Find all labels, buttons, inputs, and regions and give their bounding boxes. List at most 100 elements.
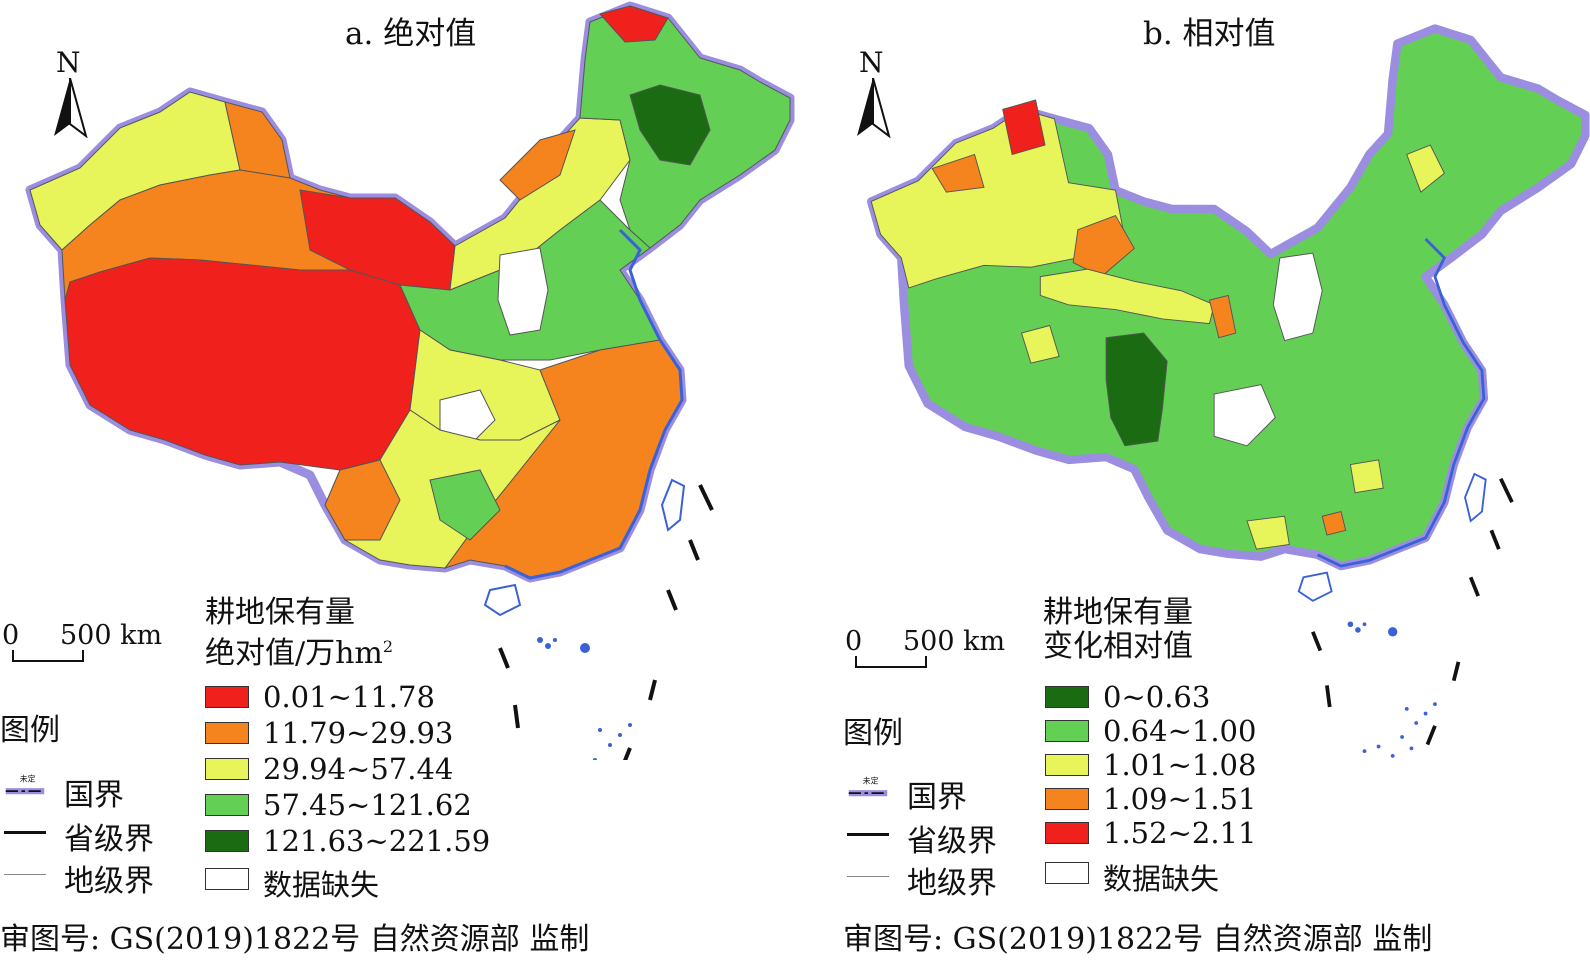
region-shanxi-missing bbox=[1272, 252, 1323, 342]
class-label: 57.45~121.62 bbox=[263, 788, 472, 822]
legend-province-boundary: 省级界 bbox=[843, 816, 1043, 859]
map-approval-note: 审图号: GS(2019)1822号 自然资源部 监制 bbox=[843, 922, 1433, 957]
prefecture-boundary-label: 地级界 bbox=[64, 864, 154, 899]
class-label: 11.79~29.93 bbox=[263, 716, 454, 750]
class-label: 121.63~221.59 bbox=[263, 824, 491, 858]
class-legend-title-line2: 变化相对值 bbox=[1043, 629, 1193, 664]
class-swatch bbox=[1045, 788, 1089, 810]
class-label: 0~0.63 bbox=[1103, 680, 1211, 714]
region-hulunbuir bbox=[499, 129, 576, 201]
panel-title: a. 绝对值 bbox=[345, 16, 477, 52]
province-line-symbol bbox=[847, 833, 889, 836]
legend-national-boundary: 未定 国界 bbox=[843, 772, 1043, 815]
prefecture-line-symbol bbox=[847, 876, 889, 877]
region-yunnan-orange bbox=[324, 459, 401, 541]
legend-heading: 图例 bbox=[843, 716, 903, 751]
region-gansu-orange bbox=[1072, 214, 1135, 278]
region-tibet bbox=[64, 257, 421, 471]
region-chongqing-missing bbox=[1213, 384, 1276, 447]
class-legend-title-line2: 绝对值/万hm2 bbox=[205, 630, 393, 671]
scale-distance: 500 km bbox=[60, 620, 163, 651]
scale-zero: 0 bbox=[2, 620, 20, 651]
south-sea-dashline bbox=[498, 484, 714, 760]
class-legend-title-line1: 耕地保有量 bbox=[205, 595, 355, 630]
north-arrow: N bbox=[853, 46, 893, 138]
south-sea-islands bbox=[537, 637, 632, 760]
coastline bbox=[504, 228, 684, 580]
class-swatch bbox=[1045, 754, 1089, 776]
class-label: 1.01~1.08 bbox=[1103, 748, 1257, 782]
prefecture-line-symbol bbox=[4, 874, 46, 875]
north-label: N bbox=[56, 46, 81, 79]
national-boundary-label: 国界 bbox=[64, 778, 124, 813]
class-legend-title: 耕地保有量 绝对值/万hm2 bbox=[205, 596, 393, 671]
legend-prefecture-boundary: 地级界 bbox=[0, 856, 200, 899]
scale-line bbox=[855, 656, 927, 668]
undetermined-tag: 未定 bbox=[863, 776, 879, 786]
class-label: 0.64~1.00 bbox=[1103, 714, 1257, 748]
panel-absolute: a. 绝对值 N 0 500 km 图例 未定 国界 省级界 地级界 耕地保有量… bbox=[0, 1, 795, 957]
region-guangdong-orange bbox=[1321, 510, 1347, 536]
map-approval-note: 审图号: GS(2019)1822号 自然资源部 监制 bbox=[0, 922, 590, 957]
china-map-absolute bbox=[25, 1, 795, 760]
national-boundary-symbol: 未定 bbox=[848, 776, 888, 797]
taiwan bbox=[1464, 472, 1487, 523]
scale-bar: 0 500 km bbox=[0, 620, 170, 670]
hainan bbox=[483, 583, 522, 617]
province-boundary-label: 省级界 bbox=[64, 822, 154, 857]
china-map-relative bbox=[866, 24, 1590, 758]
national-boundary-label: 国界 bbox=[907, 780, 967, 815]
province-line-symbol bbox=[4, 831, 46, 834]
class-label: 数据缺失 bbox=[263, 868, 380, 902]
class-legend-title-superscript: 2 bbox=[382, 637, 394, 656]
class-legend-title-line2-text: 绝对值/万hm bbox=[205, 636, 383, 671]
taiwan bbox=[660, 478, 686, 532]
region-shaanxi-orange bbox=[1208, 294, 1237, 339]
class-label: 29.94~57.44 bbox=[263, 752, 454, 786]
coastline bbox=[1316, 238, 1486, 568]
class-swatch bbox=[205, 830, 249, 852]
class-label: 1.52~2.11 bbox=[1103, 816, 1257, 850]
region-sichuan-dark bbox=[1105, 332, 1168, 447]
class-label: 数据缺失 bbox=[1103, 862, 1220, 896]
region-altay-red bbox=[1002, 99, 1046, 156]
region-shanxi-missing bbox=[497, 247, 549, 336]
north-arrow: N bbox=[50, 46, 90, 138]
panel-title: b. 相对值 bbox=[1143, 16, 1276, 52]
class-swatch bbox=[205, 722, 249, 744]
class-legend-title: 耕地保有量 变化相对值 bbox=[1043, 596, 1193, 664]
scale-zero: 0 bbox=[845, 626, 863, 657]
scale-distance: 500 km bbox=[903, 626, 1006, 657]
region-south-yellow bbox=[1246, 515, 1290, 550]
class-swatch bbox=[205, 794, 249, 816]
province-boundary-label: 省级界 bbox=[907, 824, 997, 859]
region-qinghai-yellow bbox=[1020, 324, 1060, 364]
north-arrow-icon bbox=[857, 78, 891, 138]
region-xinjiang-orange bbox=[931, 153, 985, 193]
class-swatch bbox=[205, 868, 249, 890]
class-swatch bbox=[1045, 862, 1089, 884]
panel-relative: b. 相对值 N 0 500 km 图例 未定 国界 省级界 地级界 耕地保有量… bbox=[843, 0, 1590, 967]
north-label: N bbox=[859, 46, 884, 79]
region-mohe bbox=[599, 5, 669, 43]
legend-heading: 图例 bbox=[0, 713, 60, 748]
region-fujian-yellow bbox=[1349, 459, 1384, 494]
region-northeast-dark bbox=[629, 84, 711, 166]
legend-province-boundary: 省级界 bbox=[0, 814, 200, 857]
class-swatch bbox=[1045, 686, 1089, 708]
class-label: 0.01~11.78 bbox=[263, 680, 435, 714]
scale-line bbox=[12, 650, 84, 662]
undetermined-tag: 未定 bbox=[20, 774, 36, 784]
prefecture-boundary-label: 地级界 bbox=[907, 866, 997, 901]
class-swatch bbox=[1045, 720, 1089, 742]
region-northeast-yellow bbox=[1406, 144, 1445, 193]
south-sea-dashline bbox=[1311, 477, 1514, 746]
national-boundary-symbol: 未定 bbox=[5, 774, 45, 795]
legend-national-boundary: 未定 国界 bbox=[0, 770, 200, 813]
hainan bbox=[1297, 571, 1333, 602]
class-swatch bbox=[1045, 822, 1089, 844]
region-guangxi-green bbox=[429, 469, 501, 541]
scale-bar: 0 500 km bbox=[843, 626, 1013, 676]
class-label: 1.09~1.51 bbox=[1103, 782, 1257, 816]
class-swatch bbox=[205, 686, 249, 708]
